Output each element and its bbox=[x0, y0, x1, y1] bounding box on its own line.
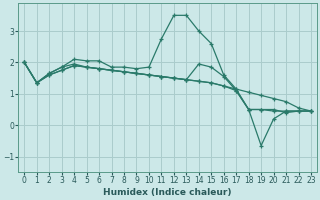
X-axis label: Humidex (Indice chaleur): Humidex (Indice chaleur) bbox=[103, 188, 232, 197]
